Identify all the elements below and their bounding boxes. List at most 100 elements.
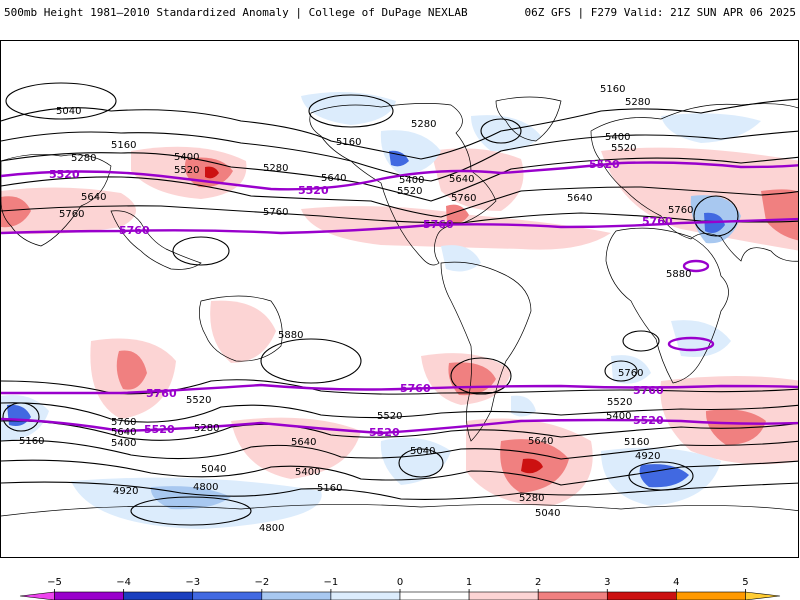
coastline-maritime	[110, 210, 202, 270]
contour-label: 5880	[666, 269, 691, 280]
colorbar-bin	[606, 591, 677, 600]
contour-label: 5280	[519, 493, 544, 504]
closed-contour	[480, 118, 522, 144]
colorbar-bin	[676, 591, 746, 600]
contour-label: 5520	[174, 165, 199, 176]
anomaly-positive-area	[231, 417, 361, 479]
contour-label: 5400	[111, 438, 136, 449]
colorbar-tick-label: −4	[116, 577, 131, 588]
closed-contour	[5, 82, 117, 120]
contour-label: 5400	[174, 152, 199, 163]
contour-label: 5760	[668, 205, 693, 216]
colorbar-bin	[399, 591, 470, 600]
contour-labels: 5040 5160 5280 5520 5640 5760 5760 5400 …	[19, 84, 693, 534]
contour-label: 5640	[449, 174, 474, 185]
contour-label: 5400	[605, 132, 630, 143]
contour-5760-north	[1, 217, 798, 235]
colorbar-bin	[468, 591, 539, 600]
colorbar-tick-label: −3	[185, 577, 200, 588]
anomaly-negative-area	[471, 115, 541, 152]
contour-label: 5880	[278, 330, 303, 341]
anomaly-positive-area	[705, 409, 766, 445]
colorbar-bins	[19, 591, 781, 600]
contour-label: 5640	[321, 173, 346, 184]
contour-label: 5760	[451, 193, 476, 204]
map-title: 500mb Height 1981–2010 Standardized Anom…	[4, 6, 468, 19]
anomaly-negative-area	[661, 113, 761, 143]
coastline-australia	[199, 295, 283, 362]
anomaly-positive-area	[210, 300, 276, 363]
contour-label: 5160	[600, 84, 625, 95]
colorbar: −5 −4 −3 −2 −1 0 1 2 3 4 5	[19, 577, 781, 600]
closed-contour	[604, 360, 638, 382]
contour-label: 5280	[194, 423, 219, 434]
colorbar-bin	[330, 591, 401, 600]
contour-label: 5400	[606, 411, 631, 422]
contour-label: 5400	[399, 175, 424, 186]
contour-label: 5760	[146, 387, 177, 400]
contour-label: 5040	[535, 508, 560, 519]
anomaly-negative-area	[380, 437, 451, 485]
contour-label: 5520	[611, 143, 636, 154]
coastline-antarctica	[1, 504, 798, 517]
contour-label: 5760	[111, 417, 136, 428]
colorbar-bin	[54, 591, 124, 600]
colorbar-tick-label: 2	[535, 577, 541, 588]
closed-contour	[398, 448, 444, 478]
closed-contour	[130, 496, 252, 526]
contour-label: 5520	[633, 414, 664, 427]
contour-5760-closed	[682, 259, 710, 273]
contour-label: 5760	[119, 224, 150, 237]
closed-contour	[308, 94, 394, 128]
colorbar-tick-label: 1	[466, 577, 472, 588]
anomaly-positive-area	[521, 458, 543, 474]
contour-line	[1, 459, 798, 486]
contour-label: 5760	[400, 382, 431, 395]
anomaly-negative-area	[639, 464, 689, 488]
contour-label: 4800	[259, 523, 284, 534]
anomaly-shading	[1, 92, 798, 529]
contour-label: 5280	[263, 163, 288, 174]
colorbar-bin	[123, 591, 194, 600]
contour-label: 5760	[263, 207, 288, 218]
contour-5520-north	[1, 161, 798, 191]
coastline-africa	[605, 227, 729, 384]
colorbar-tick-label: 0	[397, 577, 403, 588]
contour-label: 5640	[291, 437, 316, 448]
contour-label: 5520	[369, 426, 400, 439]
contour-label: 4920	[113, 486, 138, 497]
contour-label: 5640	[567, 193, 592, 204]
coastline-south-america	[440, 261, 532, 442]
contour-label: 5040	[201, 464, 226, 475]
closed-contour	[450, 357, 512, 395]
colorbar-ticks: −5 −4 −3 −2 −1 0 1 2 3 4 5	[47, 577, 749, 592]
anomaly-positive-area	[1, 196, 31, 228]
colorbar-bin	[192, 591, 263, 600]
coastline-north-america	[309, 103, 497, 266]
contour-label: 5520	[144, 423, 175, 436]
coastline-eurasia	[590, 103, 798, 262]
contour-line	[1, 402, 798, 423]
contour-line	[1, 130, 798, 182]
contour-label: 5040	[56, 106, 81, 117]
contour-label: 5160	[624, 437, 649, 448]
contour-line	[1, 481, 798, 500]
contour-line	[1, 152, 798, 202]
colorbar-tick-label: 5	[742, 577, 748, 588]
contour-line	[1, 439, 798, 460]
contour-line	[1, 420, 798, 441]
contour-label: 5520	[607, 397, 632, 408]
contour-label: 5280	[625, 97, 650, 108]
colorbar-tick-label: −5	[47, 577, 62, 588]
closed-contour	[622, 330, 660, 352]
coastline-greenland	[495, 96, 562, 142]
contour-line	[1, 205, 798, 224]
contour-label: 5400	[295, 467, 320, 478]
anomaly-positive-area	[301, 206, 611, 250]
colorbar-bin	[745, 591, 781, 600]
contour-label: 5640	[81, 192, 106, 203]
contour-label: 5640	[111, 427, 136, 438]
contour-label: 5520	[377, 411, 402, 422]
anomaly-negative-area	[389, 150, 409, 167]
contour-label: 5760	[642, 215, 673, 228]
